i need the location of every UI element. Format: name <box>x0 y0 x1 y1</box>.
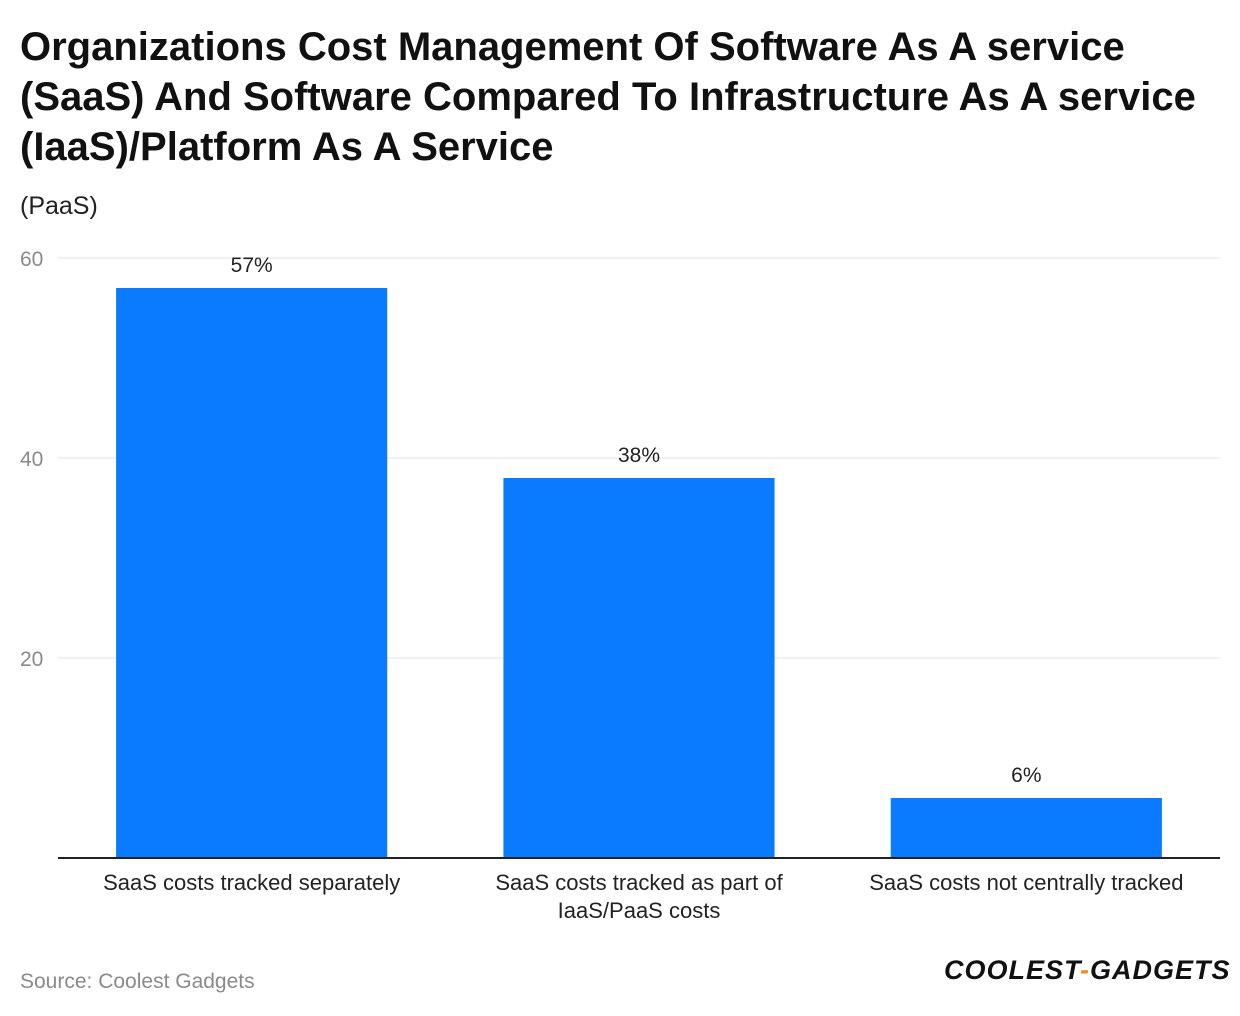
x-tick-label-line: SaaS costs tracked separately <box>103 870 400 895</box>
logo-text-right: GADGETS <box>1090 955 1231 985</box>
source-note: Source: Coolest Gadgets <box>20 970 255 993</box>
chart-subtitle: (PaaS) <box>20 192 98 220</box>
y-tick-label: 60 <box>20 248 43 271</box>
bar <box>116 288 388 858</box>
chart-title: Organizations Cost Management Of Softwar… <box>20 25 1196 169</box>
data-label: 57% <box>231 254 273 277</box>
x-tick-label: SaaS costs not centrally tracked <box>869 870 1183 895</box>
x-tick-label-line: IaaS/PaaS costs <box>558 898 721 923</box>
x-tick-label: SaaS costs tracked as part of IaaS/PaaS c… <box>495 870 783 923</box>
data-label: 6% <box>1011 764 1041 787</box>
bar-series <box>116 288 1162 858</box>
labels: 20 40 60 57% SaaS costs tracked separately 38… <box>20 248 1183 923</box>
bar <box>503 478 775 858</box>
logo-text-left: COOLEST <box>944 955 1081 985</box>
coolest-gadgets-logo: COOLEST-GADGETS <box>944 955 1231 986</box>
logo-dash: - <box>1080 955 1091 985</box>
bar <box>890 798 1162 858</box>
data-label: 38% <box>618 444 660 467</box>
y-tick-label: 40 <box>20 448 43 471</box>
x-tick-label-line: SaaS costs not centrally tracked <box>869 870 1183 895</box>
x-tick-label: SaaS costs tracked separately <box>103 870 400 895</box>
y-tick-label: 20 <box>20 648 43 671</box>
x-tick-label-line: SaaS costs tracked as part of <box>495 870 783 895</box>
bar-chart: 20 40 60 57% SaaS costs tracked separately 38… <box>20 248 1220 923</box>
